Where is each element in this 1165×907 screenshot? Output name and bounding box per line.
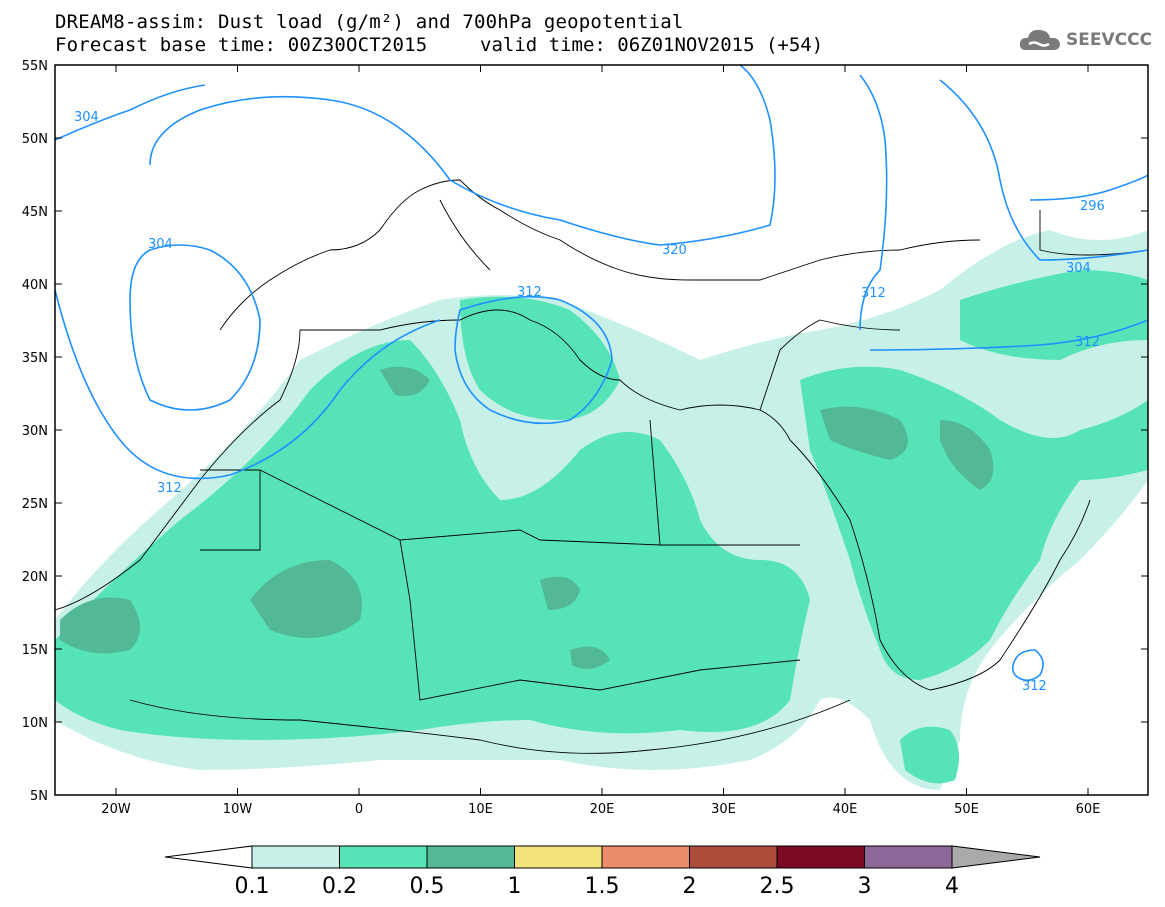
contour-label: 312 — [517, 285, 542, 300]
lat-label: 35N — [22, 351, 48, 366]
logo: SEEVCCC — [1018, 26, 1152, 54]
lon-label: 40E — [833, 802, 858, 817]
lat-label: 30N — [22, 424, 48, 439]
latitude-axis: 55N 50N 45N 40N 35N 30N 25N 20N 15N 10N 5N — [22, 59, 1148, 804]
colorbar: 0.1 0.2 0.5 1 1.5 2 2.5 3 4 — [164, 845, 1041, 899]
lon-label: 10E — [468, 802, 493, 817]
lat-label: 45N — [22, 205, 48, 220]
contour-labels: 304 304 312 312 312 312 312 312 320 304 … — [74, 110, 1105, 694]
colorbar-bin — [514, 845, 603, 869]
geopotential-contours — [55, 65, 1148, 682]
contour-label: 304 — [148, 237, 173, 252]
lon-label: 60E — [1076, 802, 1101, 817]
colorbar-bin — [251, 845, 340, 869]
colorbar-label: 0.2 — [322, 874, 357, 899]
lat-label: 15N — [22, 643, 48, 658]
colorbar-bin — [776, 845, 865, 869]
colorbar-label: 0.1 — [235, 874, 270, 899]
colorbar-label: 4 — [945, 874, 959, 899]
colorbar-label: 1.5 — [585, 874, 620, 899]
contour-label: 296 — [1080, 199, 1105, 214]
contour-label: 320 — [662, 243, 687, 258]
longitude-axis: 20W 10W 0 10E 20E 30E 40E 50E 60E — [101, 65, 1100, 817]
lat-label: 40N — [22, 278, 48, 293]
lat-label: 5N — [30, 789, 48, 804]
contour-label: 312 — [1022, 679, 1047, 694]
lon-label: 20E — [590, 802, 615, 817]
lon-label: 50E — [954, 802, 979, 817]
lat-label: 10N — [22, 716, 48, 731]
valid-time: valid time: 06Z01NOV2015 (+54) — [480, 34, 824, 56]
forecast-base-time: Forecast base time: 00Z30OCT2015 — [55, 34, 428, 56]
colorbar-over-arrow — [951, 845, 1041, 869]
cloud-icon — [1019, 29, 1060, 50]
lon-label: 20W — [101, 802, 131, 817]
lat-label: 20N — [22, 570, 48, 585]
lat-label: 25N — [22, 497, 48, 512]
lon-label: 30E — [711, 802, 736, 817]
lat-label: 55N — [22, 59, 48, 74]
contour-label: 312 — [1075, 335, 1100, 350]
colorbar-label: 1 — [508, 874, 522, 899]
colorbar-bin — [339, 845, 428, 869]
colorbar-label: 2 — [683, 874, 697, 899]
dust-layer-0.5 — [60, 366, 994, 669]
colorbar-bin — [864, 845, 953, 869]
contour-label: 304 — [1066, 261, 1091, 276]
colorbar-bin — [689, 845, 778, 869]
lon-label: 10W — [223, 802, 253, 817]
contour-label: 304 — [74, 110, 99, 125]
colorbar-bin — [426, 845, 515, 869]
colorbar-label: 0.5 — [410, 874, 445, 899]
coastlines — [55, 179, 1148, 754]
map-title: DREAM8-assim: Dust load (g/m²) and 700hP… — [55, 11, 684, 33]
lon-label: 0 — [355, 802, 363, 817]
contour-label: 312 — [861, 286, 886, 301]
colorbar-label: 2.5 — [760, 874, 795, 899]
colorbar-under-arrow — [164, 845, 253, 869]
logo-text: SEEVCCC — [1066, 30, 1153, 50]
lat-label: 50N — [22, 132, 48, 147]
contour-label: 312 — [157, 481, 182, 496]
colorbar-bin — [601, 845, 690, 869]
colorbar-label: 3 — [858, 874, 872, 899]
